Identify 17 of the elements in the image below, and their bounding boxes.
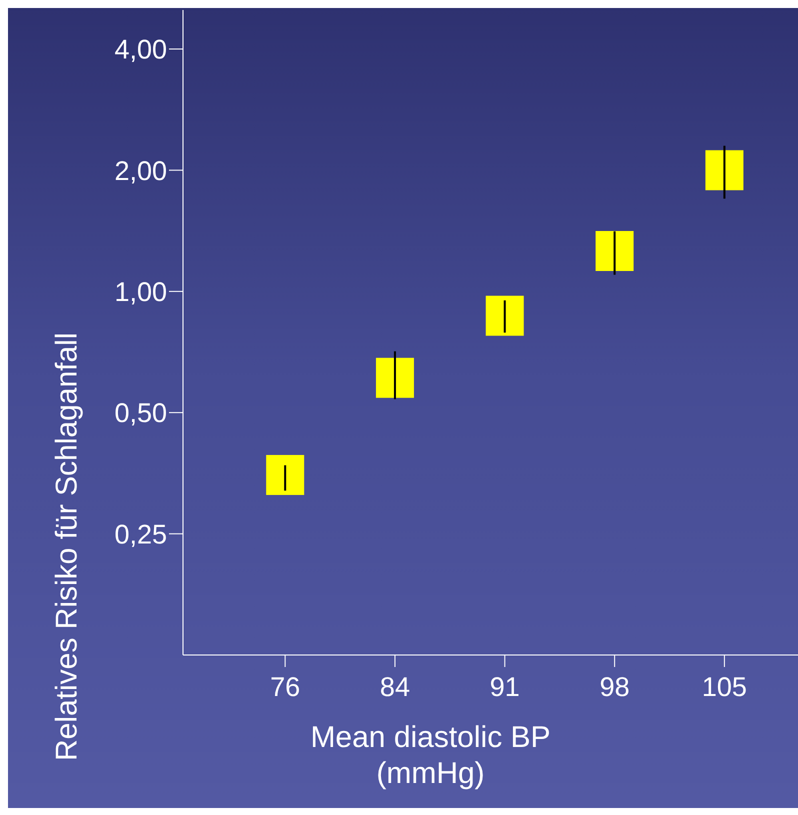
x-tick-label: 84 [380,672,410,702]
y-tick-label: 0,25 [114,519,167,550]
point [376,358,414,398]
point [705,150,744,190]
x-tick-label: 76 [270,672,300,702]
x-tick-label: 91 [490,672,520,702]
x-tick-label: 98 [600,672,630,702]
point [266,454,304,495]
x-axis-title: Mean diastolic BP (mmHg) [310,721,551,790]
y-tick-label: 4,00 [114,34,167,65]
y-tick-label: 0,50 [114,398,167,428]
x-tick-label: 105 [702,672,747,702]
y-tick-label: 2,00 [114,156,167,186]
point [596,231,634,271]
point [486,296,524,336]
y-axis-title: Relatives Risiko für Schlaganfall [50,332,84,762]
y-tick-label: 1,00 [114,276,167,307]
